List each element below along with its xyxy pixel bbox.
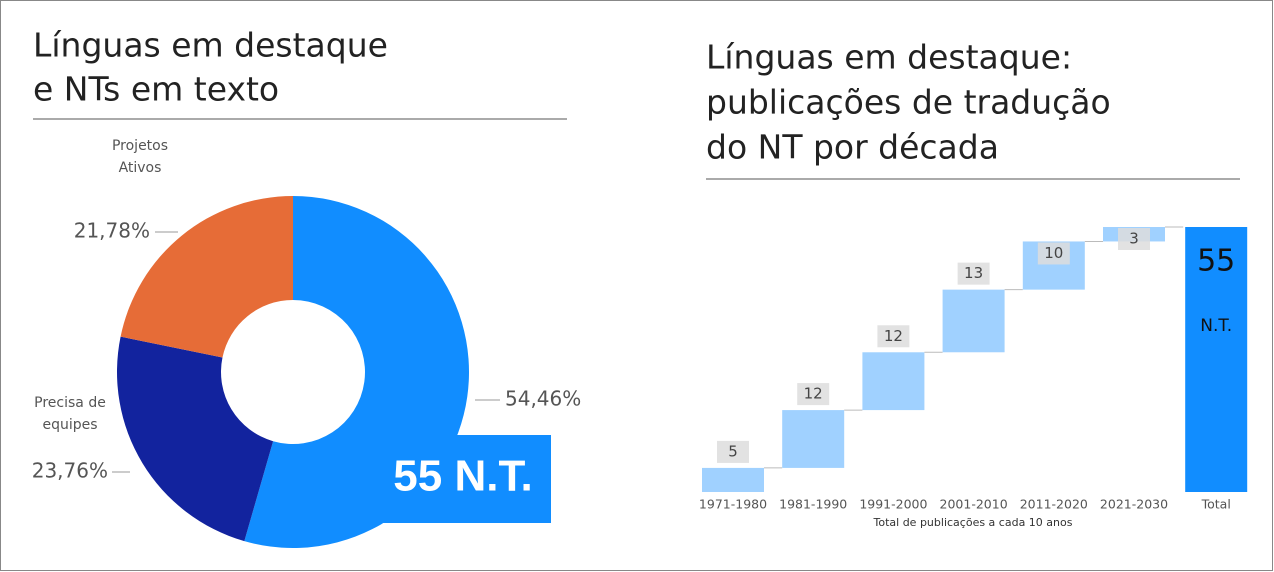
label-box: [957, 262, 990, 285]
annotation: 55 N.T.: [393, 452, 532, 501]
waterfall-bar: [862, 352, 925, 411]
title-line: do NT por década: [706, 128, 999, 167]
waterfall-bar: [782, 410, 845, 468]
total-annotation: N.T.: [1200, 316, 1232, 336]
total-bar: [1185, 227, 1248, 492]
donut-slice: [117, 336, 274, 542]
value-label: 21,78%: [74, 219, 150, 243]
title-line: Línguas em destaque: [33, 26, 388, 65]
data-label: 10: [1044, 244, 1063, 262]
x-axis-label: Total de publicações a cada 10 anos: [873, 516, 1073, 529]
x-tick-label: 1991-2000: [859, 497, 927, 512]
data-label: 12: [884, 327, 903, 345]
total-value: 55: [1197, 244, 1235, 279]
waterfall-bar: [942, 289, 1005, 353]
title-line: e NTs em texto: [33, 70, 279, 109]
data-label: 3: [1129, 230, 1139, 248]
value-label: 23,76%: [32, 459, 108, 483]
x-tick-label: 2011-2020: [1020, 497, 1088, 512]
waterfall-bar: [702, 467, 764, 492]
category-label: Precisa de equipes: [34, 395, 106, 433]
donut-slice: [120, 196, 293, 358]
label-box: [877, 325, 910, 348]
title-line: Línguas em destaque:: [706, 38, 1072, 77]
data-label: 5: [728, 442, 738, 460]
label-box: [1118, 228, 1150, 250]
data-label: 13: [964, 264, 983, 282]
data-label: 12: [804, 385, 823, 403]
x-tick-label: Total: [1201, 497, 1231, 512]
x-tick-label: 2021-2030: [1100, 497, 1168, 512]
category-label: Precisa de equipes: [34, 395, 106, 433]
label-box: [717, 440, 749, 463]
value-label: 54,46%: [505, 387, 581, 411]
annotation-box: [375, 435, 551, 523]
label-box: [1037, 242, 1070, 265]
category-label: Projetos Ativos: [111, 138, 169, 176]
category-label: Projetos Ativos: [111, 138, 169, 176]
x-tick-label: 1981-1990: [779, 497, 847, 512]
x-tick-label: 2001-2010: [940, 497, 1008, 512]
title-line: publicações de tradução: [706, 83, 1111, 122]
x-tick-label: 1971-1980: [699, 497, 767, 512]
label-box: [797, 383, 830, 406]
